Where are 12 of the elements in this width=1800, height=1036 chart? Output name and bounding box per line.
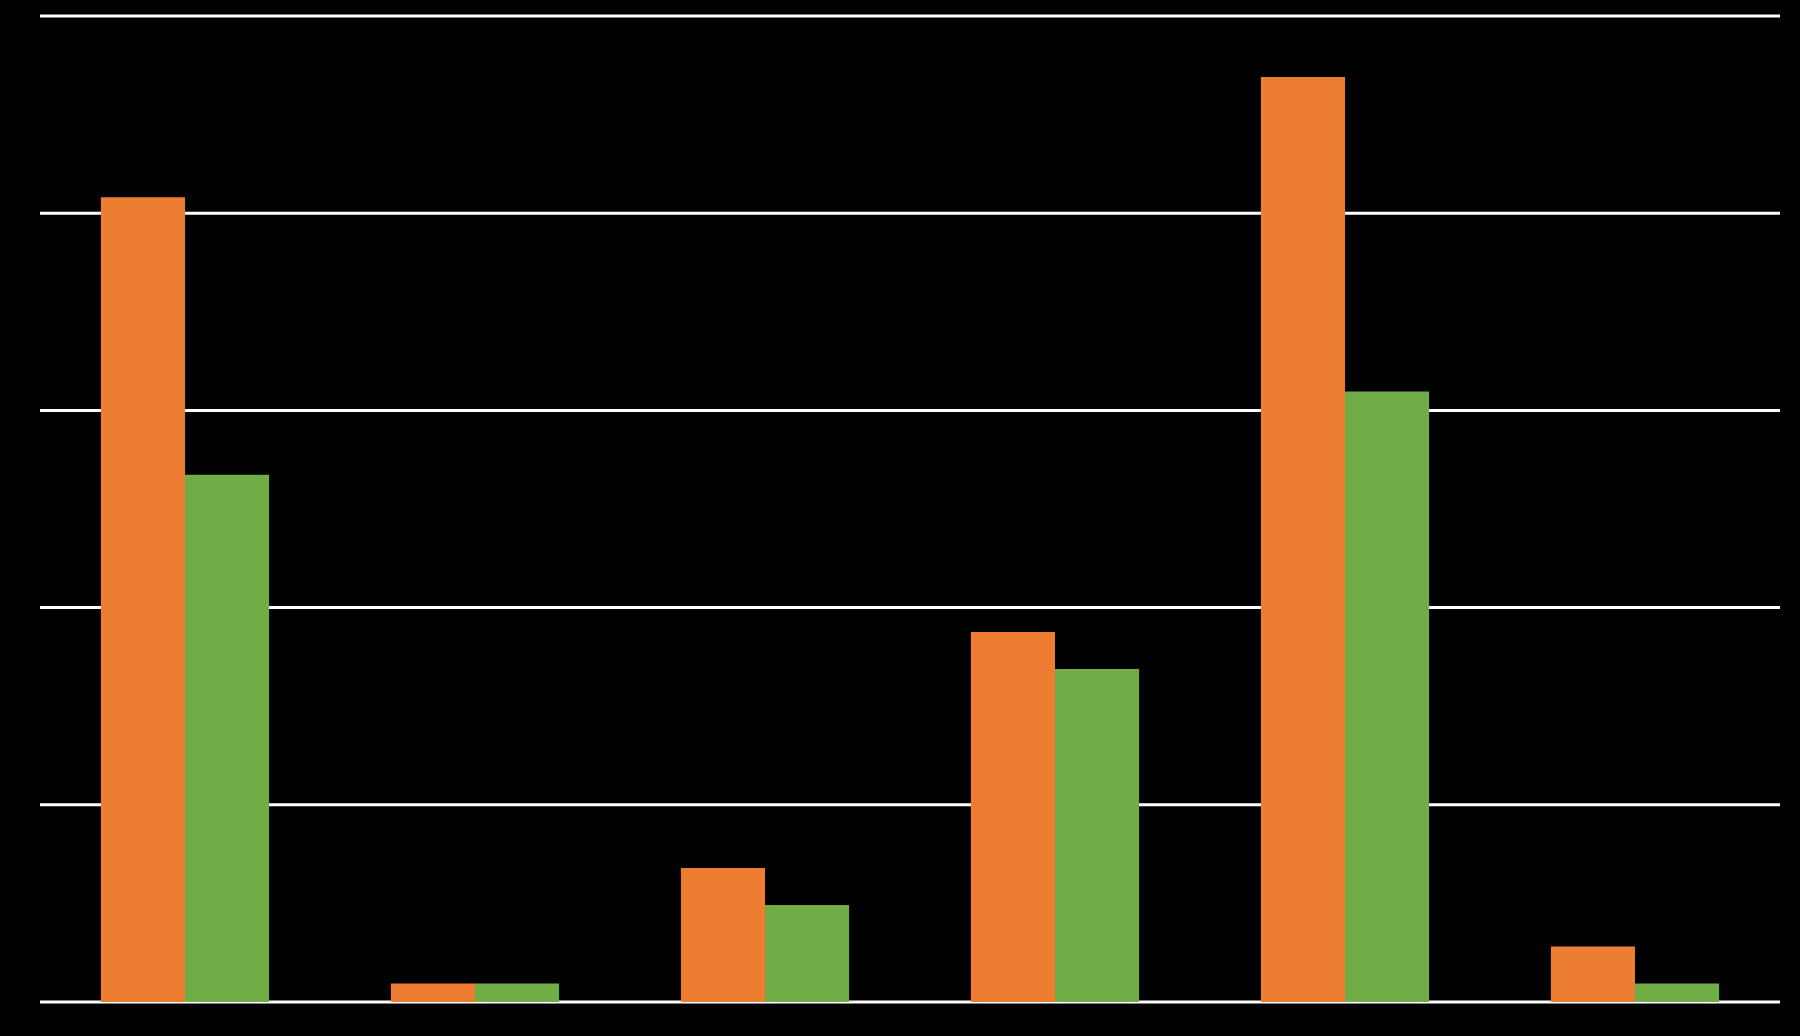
bar — [475, 983, 560, 1002]
bar — [1635, 983, 1720, 1002]
bar — [1550, 946, 1636, 1002]
bar — [765, 904, 850, 1002]
bar — [100, 197, 185, 1002]
bar — [970, 632, 1056, 1002]
bar — [390, 983, 475, 1002]
bar — [1345, 391, 1430, 1002]
bar — [1055, 669, 1140, 1002]
bar — [680, 867, 766, 1002]
bar — [185, 474, 270, 1002]
bar — [1260, 77, 1346, 1002]
